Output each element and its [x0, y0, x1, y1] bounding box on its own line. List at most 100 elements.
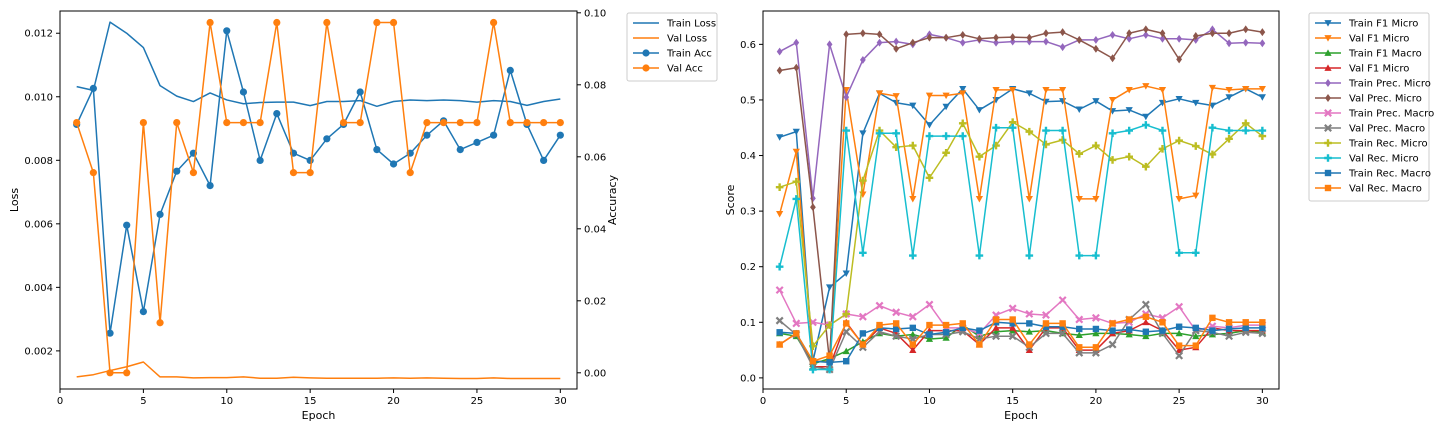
data-point — [256, 156, 264, 164]
legend-label: Train Acc — [666, 49, 712, 60]
data-point — [1242, 25, 1249, 34]
data-point — [1042, 323, 1050, 330]
data-point — [1009, 87, 1017, 94]
data-point — [1158, 126, 1167, 135]
data-point — [1226, 39, 1232, 48]
data-point — [825, 284, 834, 291]
data-point — [1192, 324, 1199, 332]
data-point — [106, 329, 114, 337]
data-point — [1208, 330, 1217, 338]
data-point — [993, 33, 999, 42]
y-tick-label: 0.1 — [740, 318, 756, 329]
data-point — [859, 249, 867, 257]
y-tick-label: 0.6 — [740, 40, 756, 51]
data-point — [1241, 126, 1250, 135]
data-point — [1092, 344, 1100, 351]
data-point — [1192, 342, 1199, 349]
data-point — [1041, 329, 1050, 338]
data-point — [223, 27, 231, 35]
data-point — [1175, 302, 1184, 311]
data-point — [306, 169, 314, 177]
data-point — [1242, 324, 1249, 332]
y-tick-label: 0.3 — [740, 207, 756, 218]
x-tick-label: 15 — [1006, 396, 1019, 407]
data-point — [1242, 319, 1249, 326]
data-point — [1142, 113, 1150, 121]
data-point — [1225, 319, 1233, 326]
y-right-tick-label: 0.02 — [584, 296, 606, 307]
x-tick-label: 5 — [140, 396, 146, 407]
data-point — [892, 93, 900, 100]
y-right-axis-label: Accuracy — [606, 174, 619, 225]
data-point — [826, 359, 833, 366]
data-point — [473, 119, 481, 127]
data-point — [1192, 332, 1200, 340]
y-tick-label: 0.002 — [24, 346, 53, 357]
data-point — [1109, 54, 1116, 63]
data-point — [975, 152, 984, 161]
data-point — [156, 210, 164, 218]
data-point — [1093, 35, 1099, 44]
data-point — [1191, 249, 1200, 257]
data-point — [1225, 94, 1233, 101]
data-point — [993, 38, 999, 47]
data-point — [843, 320, 850, 327]
data-point — [1125, 107, 1133, 114]
data-point — [1008, 123, 1017, 132]
data-point — [189, 169, 198, 177]
y-tick-label: 0.5 — [740, 95, 756, 106]
data-point — [892, 99, 900, 107]
data-point — [1141, 300, 1150, 309]
data-point — [1093, 44, 1099, 53]
legend-label: Val Acc — [667, 64, 703, 75]
data-point — [776, 66, 783, 75]
data-point — [925, 335, 934, 342]
data-point — [306, 156, 314, 164]
data-point — [892, 129, 900, 138]
data-point — [876, 321, 883, 329]
data-point — [1225, 325, 1233, 333]
data-point — [1208, 84, 1217, 92]
data-point — [1226, 29, 1232, 38]
data-point — [1259, 324, 1266, 332]
x-axis-label: Epoch — [1004, 409, 1038, 422]
data-point — [1025, 90, 1033, 97]
data-point — [959, 38, 966, 47]
data-point — [1208, 123, 1217, 132]
data-point — [1008, 332, 1017, 341]
legend-marker — [1324, 124, 1332, 132]
data-point — [1026, 320, 1033, 327]
data-point — [1126, 34, 1133, 43]
data-point — [942, 334, 950, 341]
data-point — [858, 312, 867, 321]
y-tick-label: 0.2 — [740, 262, 756, 273]
data-point — [1175, 329, 1183, 337]
x-tick-label: 25 — [471, 396, 484, 407]
data-point — [456, 146, 464, 154]
data-point — [1175, 249, 1183, 257]
data-point — [1075, 348, 1084, 357]
legend-label: Val F1 Micro — [1349, 64, 1409, 75]
data-point — [323, 135, 331, 143]
data-point — [1175, 346, 1183, 353]
data-point — [976, 327, 983, 334]
data-point — [792, 319, 801, 328]
data-point — [1125, 330, 1133, 338]
legend-marker — [1324, 35, 1332, 42]
legend-label: Val Prec. Micro — [1349, 94, 1422, 105]
legend-label: Train Loss — [666, 19, 716, 30]
data-point — [908, 312, 917, 321]
data-point — [1042, 126, 1050, 135]
data-point — [976, 34, 983, 43]
data-point — [1076, 325, 1083, 333]
y-axis-label: Score — [724, 184, 737, 215]
data-point — [239, 119, 248, 127]
data-point — [1159, 29, 1166, 38]
data-point — [1092, 251, 1100, 260]
data-point — [1075, 106, 1083, 113]
data-point — [506, 119, 514, 127]
data-point — [775, 316, 784, 325]
data-point — [1225, 135, 1233, 143]
data-point — [406, 169, 414, 177]
data-point — [809, 365, 817, 374]
